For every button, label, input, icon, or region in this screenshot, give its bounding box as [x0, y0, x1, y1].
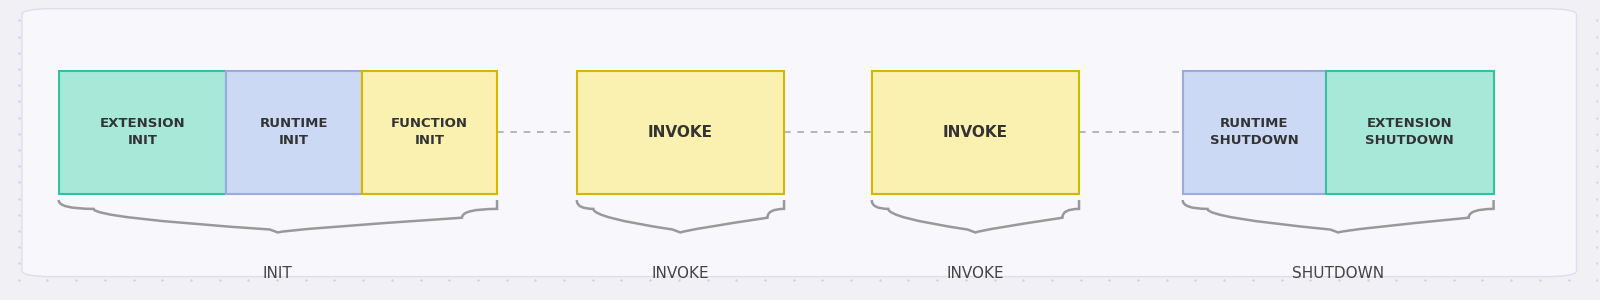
FancyBboxPatch shape: [226, 70, 362, 194]
FancyBboxPatch shape: [1326, 70, 1493, 194]
FancyBboxPatch shape: [22, 9, 1576, 277]
Text: INVOKE: INVOKE: [651, 266, 709, 281]
Text: INVOKE: INVOKE: [942, 125, 1008, 140]
Text: FUNCTION
INIT: FUNCTION INIT: [390, 117, 467, 147]
Text: EXTENSION
INIT: EXTENSION INIT: [99, 117, 186, 147]
FancyBboxPatch shape: [1182, 70, 1326, 194]
Text: RUNTIME
SHUTDOWN: RUNTIME SHUTDOWN: [1210, 117, 1299, 147]
FancyBboxPatch shape: [59, 70, 226, 194]
Text: INVOKE: INVOKE: [648, 125, 714, 140]
Text: EXTENSION
SHUTDOWN: EXTENSION SHUTDOWN: [1365, 117, 1454, 147]
Text: SHUTDOWN: SHUTDOWN: [1293, 266, 1384, 281]
FancyBboxPatch shape: [576, 70, 784, 194]
Text: INVOKE: INVOKE: [947, 266, 1005, 281]
Text: RUNTIME
INIT: RUNTIME INIT: [259, 117, 328, 147]
FancyBboxPatch shape: [872, 70, 1078, 194]
Text: INIT: INIT: [262, 266, 293, 281]
FancyBboxPatch shape: [362, 70, 498, 194]
